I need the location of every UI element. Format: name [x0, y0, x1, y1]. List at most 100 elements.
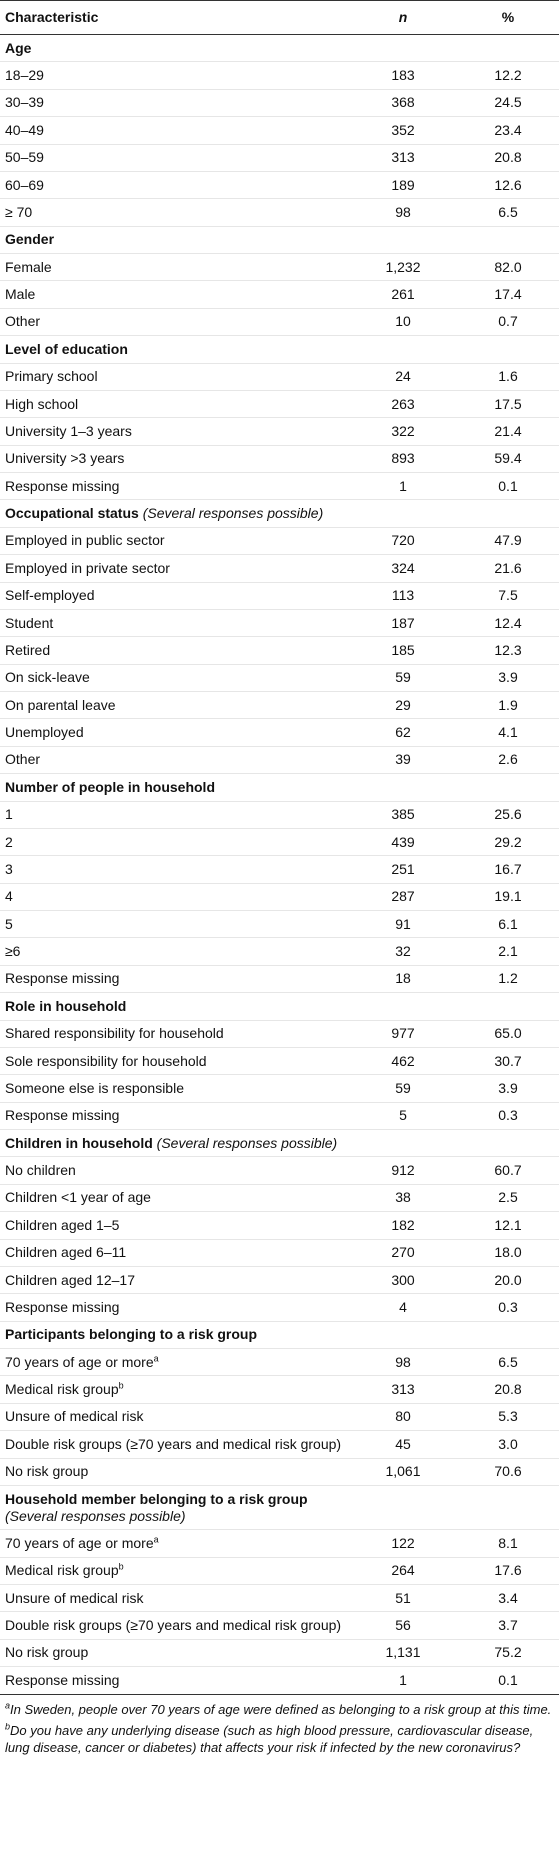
section-row: Level of education [0, 336, 559, 363]
data-row: Unsure of medical risk 80 5.3 [0, 1403, 559, 1431]
n-cell: 324 [391, 559, 415, 576]
label-cell: 5 [0, 911, 349, 938]
data-row: 30–39 368 24.5 [0, 89, 559, 117]
data-row: No risk group 1,061 70.6 [0, 1458, 559, 1486]
header-cell: Characteristic [0, 0, 349, 35]
row-label: 1 [5, 806, 13, 823]
section-cell: Age [0, 35, 349, 62]
pct-cell: 0.3 [498, 1107, 518, 1124]
label-cell: Female [0, 254, 349, 281]
row-label: Response missing [5, 970, 120, 987]
pct-cell: 3.9 [498, 669, 518, 686]
empty-cell [457, 1321, 559, 1348]
footnote: bDo you have any underlying disease (suc… [5, 1722, 554, 1756]
row-label: 60–69 [5, 176, 44, 193]
row-label: Shared responsibility for household [5, 1025, 224, 1042]
pct-cell: 0.7 [498, 313, 518, 330]
row-label: Unsure of medical risk [5, 1589, 144, 1606]
pct-cell: 17.4 [494, 286, 522, 303]
pct-cell: 19.1 [494, 888, 522, 905]
label-cell: On parental leave [0, 692, 349, 719]
n-cell: 122 [391, 1534, 415, 1551]
pct-cell: 20.0 [494, 1271, 522, 1288]
empty-cell [457, 1485, 559, 1529]
footnote-text: In Sweden, people over 70 years of age w… [10, 1701, 552, 1717]
data-row: Response missing 1 0.1 [0, 1667, 559, 1694]
pct-cell: 12.1 [494, 1216, 522, 1233]
row-label: No risk group [5, 1644, 89, 1661]
pct-cell: 8.1 [498, 1534, 518, 1551]
pct-cell: 30.7 [494, 1052, 522, 1069]
label-cell: Sole responsibility for household [0, 1047, 349, 1074]
n-cell: 10 [395, 313, 411, 330]
empty-cell [457, 336, 559, 363]
footnotes: aIn Sweden, people over 70 years of age … [0, 1695, 559, 1756]
pct-cell: 3.9 [498, 1079, 518, 1096]
label-cell: No risk group [0, 1458, 349, 1485]
label-cell: 3 [0, 856, 349, 883]
pct-cell: 21.6 [494, 559, 522, 576]
label-cell: Student [0, 609, 349, 636]
pct-cell: 17.6 [494, 1562, 522, 1579]
data-row: 18–29 183 12.2 [0, 62, 559, 90]
section-row: Role in household [0, 993, 559, 1020]
section-title: Role in household [5, 997, 127, 1014]
label-cell: No risk group [0, 1639, 349, 1666]
data-row: Self-employed 113 7.5 [0, 582, 559, 610]
data-row: Medical risk groupb 313 20.8 [0, 1376, 559, 1404]
n-cell: 32 [395, 943, 411, 960]
empty-cell [457, 993, 559, 1020]
n-cell: 91 [395, 915, 411, 932]
row-label: Employed in public sector [5, 532, 165, 549]
n-cell: 24 [395, 368, 411, 385]
n-cell: 313 [391, 1381, 415, 1398]
pct-cell: 1.2 [498, 970, 518, 987]
data-row: 4 287 19.1 [0, 883, 559, 911]
section-cell: Number of people in household [0, 774, 349, 801]
section-note: (Several responses possible) [142, 505, 324, 522]
row-label: Response missing [5, 1107, 120, 1124]
n-cell: 720 [391, 532, 415, 549]
row-label: Medical risk group [5, 1562, 119, 1579]
section-cell: Role in household [0, 993, 349, 1020]
footnote-mark: b [118, 1380, 124, 1391]
section-row: Number of people in household [0, 774, 559, 801]
n-cell: 385 [391, 806, 415, 823]
label-cell: ≥6 [0, 938, 349, 965]
pct-cell: 82.0 [494, 258, 522, 275]
section-title: Age [5, 39, 32, 56]
pct-cell: 4.1 [498, 724, 518, 741]
pct-cell: 0.1 [498, 477, 518, 494]
data-row: High school 263 17.5 [0, 390, 559, 418]
n-cell: 39 [395, 751, 411, 768]
row-label: 40–49 [5, 121, 44, 138]
label-cell: Unsure of medical risk [0, 1585, 349, 1612]
pct-cell: 12.4 [494, 614, 522, 631]
row-label: 50–59 [5, 149, 44, 166]
n-cell: 18 [395, 970, 411, 987]
n-cell: 1,061 [385, 1463, 421, 1480]
row-label: On parental leave [5, 696, 116, 713]
row-label: Other [5, 313, 41, 330]
section-cell: Level of education [0, 336, 349, 363]
data-row: Children <1 year of age 38 2.5 [0, 1184, 559, 1212]
data-row: Retired 185 12.3 [0, 637, 559, 665]
data-row: No risk group 1,131 75.2 [0, 1639, 559, 1667]
pct-cell: 0.1 [498, 1671, 518, 1688]
row-label: 18–29 [5, 67, 44, 84]
label-cell: Medical risk groupb [0, 1376, 349, 1403]
data-row: 70 years of age or morea 122 8.1 [0, 1530, 559, 1558]
data-row: Student 187 12.4 [0, 609, 559, 637]
empty-cell [457, 774, 559, 801]
pct-cell: 2.5 [498, 1189, 518, 1206]
label-cell: Response missing [0, 1667, 349, 1694]
data-row: University 1–3 years 322 21.4 [0, 418, 559, 446]
label-cell: Self-employed [0, 582, 349, 609]
label-cell: Children aged 1–5 [0, 1212, 349, 1239]
footnote-mark: a [5, 1700, 11, 1711]
n-cell: 462 [391, 1052, 415, 1069]
label-cell: 18–29 [0, 62, 349, 89]
pct-cell: 20.8 [494, 149, 522, 166]
empty-cell [349, 1321, 457, 1348]
row-label: Unemployed [5, 724, 84, 741]
